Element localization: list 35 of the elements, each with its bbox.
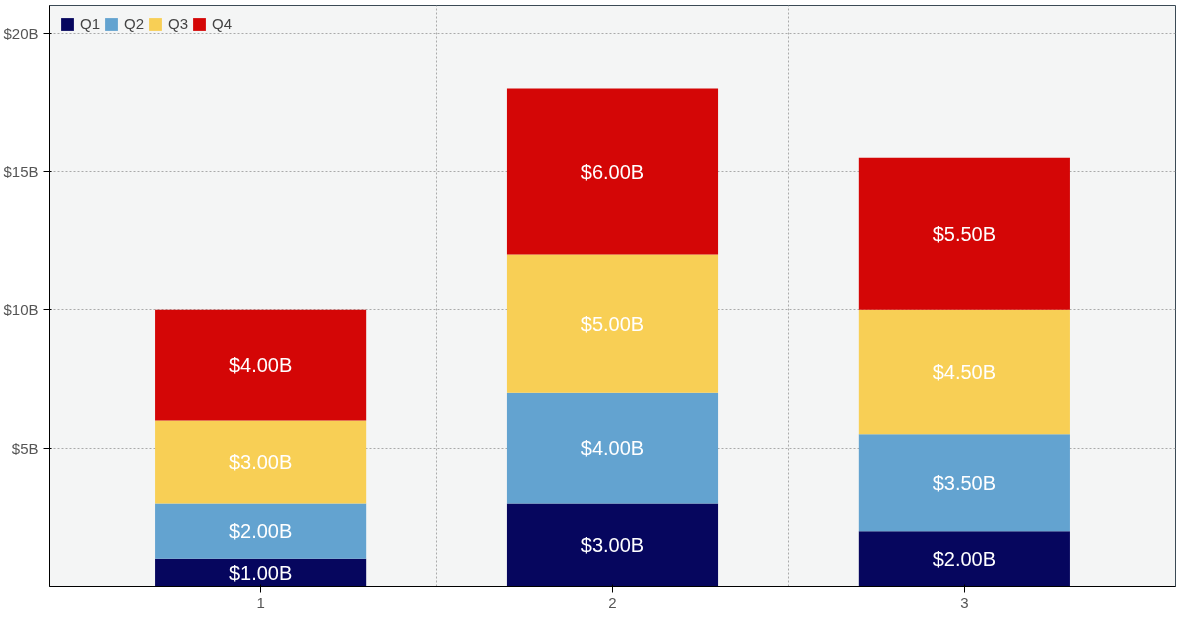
data-label: $1.00B bbox=[228, 561, 293, 584]
bar bbox=[155, 309, 367, 421]
legend-label: Q2 bbox=[124, 15, 145, 32]
data-label: $6.00B bbox=[580, 160, 645, 183]
bar bbox=[858, 531, 1070, 587]
bar bbox=[506, 254, 719, 393]
data-label: $3.00B bbox=[580, 534, 645, 556]
y-tick-label: $15B bbox=[3, 163, 39, 180]
data-label: $2.00B bbox=[228, 520, 293, 543]
bar bbox=[506, 503, 719, 587]
y-tick-label: $20B bbox=[3, 24, 39, 42]
y-tick-label: $10B bbox=[3, 301, 39, 319]
legend-label: Q3 bbox=[168, 15, 189, 32]
bar bbox=[858, 434, 1070, 532]
x-tick-label: 2 bbox=[608, 593, 617, 611]
data-label: $5.50B bbox=[932, 222, 997, 245]
data-label: $3.00B bbox=[228, 451, 293, 473]
data-label: $5.00B bbox=[580, 312, 645, 335]
legend-label: Q1 bbox=[80, 15, 101, 32]
bar bbox=[155, 503, 367, 559]
bar bbox=[155, 558, 367, 587]
bar bbox=[506, 88, 719, 255]
x-tick-label: 1 bbox=[256, 593, 265, 611]
data-label: $4.00B bbox=[580, 437, 645, 460]
data-label: $4.00B bbox=[228, 354, 293, 377]
bar bbox=[506, 392, 719, 504]
data-label: $4.50B bbox=[932, 361, 997, 384]
y-tick-label: $5B bbox=[11, 439, 39, 457]
data-label: $2.00B bbox=[932, 547, 997, 570]
bar bbox=[155, 420, 367, 504]
legend-label: Q4 bbox=[212, 15, 233, 32]
bar bbox=[858, 157, 1070, 310]
data-label: $3.50B bbox=[932, 471, 997, 494]
x-tick-label: 3 bbox=[960, 593, 969, 611]
bar bbox=[858, 309, 1070, 435]
